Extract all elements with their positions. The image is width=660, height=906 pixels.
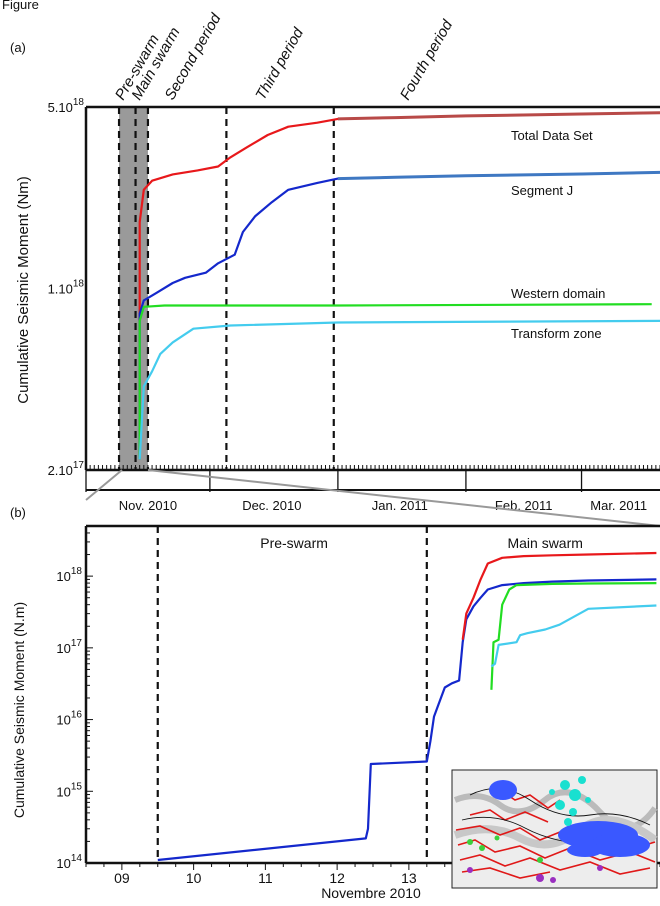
series-line-late-segment-j — [337, 170, 660, 181]
panel-b-ylabel: Cumulative Seismic Moment (N.m) — [11, 602, 27, 818]
panel-a-series — [138, 111, 660, 460]
series-line-transform-zone — [138, 319, 660, 460]
panel-b-y-ticks: 1014 1015 1016 1017 1018 — [56, 566, 82, 871]
series-label: Total Data Set — [511, 128, 593, 143]
series-line — [461, 551, 657, 640]
series-line-western-domain — [138, 303, 652, 460]
series-label: Transform zone — [511, 326, 602, 341]
period-label: Main swarm — [507, 535, 582, 551]
y-tick-label: 1018 — [56, 566, 82, 584]
series-label: Segment J — [511, 183, 573, 198]
y-tick-label: 1017 — [56, 638, 82, 656]
x-tick-label: Mar. 2011 — [590, 498, 647, 513]
period-label: Pre-swarm — [260, 535, 328, 551]
panel-b: (b) Cumulative Seismic Moment (N.m) Nove… — [10, 505, 660, 901]
y-tick-label: 1016 — [56, 710, 82, 728]
panel-a: (a) Cumulative Seismic Moment (Nm) 5.101… — [10, 10, 660, 513]
y-tick-label: 2.1017 — [48, 460, 85, 478]
x-tick-label: Jan. 2011 — [372, 498, 428, 513]
x-tick-label: 09 — [114, 870, 130, 886]
panel-a-y-ticks: 5.1018 1.1018 2.1017 — [48, 97, 85, 478]
period-label: Third period — [252, 25, 307, 103]
zoom-connector — [85, 469, 660, 527]
y-tick-label: 5.1018 — [48, 97, 85, 115]
period-label: Second period — [161, 10, 224, 103]
x-tick-label: 13 — [401, 870, 417, 886]
y-tick-label: 1014 — [56, 853, 82, 871]
y-tick-label: 1.1018 — [48, 279, 85, 297]
panel-a-swarm-shade — [119, 107, 148, 470]
series-line — [490, 604, 657, 668]
panel-b-series — [157, 551, 657, 862]
panel-a-frame — [84, 105, 660, 492]
x-tick-label: Nov. 2010 — [119, 498, 177, 513]
series-line-late-total-data-set — [337, 111, 660, 121]
period-label: Fourth period — [397, 17, 457, 103]
series-label: Western domain — [511, 286, 605, 301]
panel-a-period-lines — [117, 107, 335, 470]
panel-a-x-ticks: Nov. 2010 Dec. 2010 Jan. 2011 Feb. 2011 Mar.… — [119, 498, 647, 513]
x-tick-label: 12 — [329, 870, 345, 886]
series-line-segment-j — [138, 171, 660, 460]
panel-b-period-labels: Pre-swarm Main swarm — [260, 535, 583, 551]
series-line — [490, 582, 657, 690]
figure-label: Figure — [2, 0, 39, 12]
y-tick-label: 1015 — [56, 781, 82, 799]
panel-a-series-labels: Total Data Set Segment J Western domain Tra… — [511, 128, 605, 341]
panel-b-period-lines — [156, 526, 428, 863]
x-tick-label: 11 — [258, 870, 273, 886]
panel-a-ylabel: Cumulative Seismic Moment (Nm) — [15, 176, 32, 404]
series-line — [157, 578, 657, 862]
panel-b-label: (b) — [10, 505, 26, 520]
x-tick-label: 10 — [186, 870, 202, 886]
panel-b-xlabel: Novembre 2010 — [321, 885, 421, 901]
inset-seismicity-map — [451, 769, 658, 889]
x-tick-label: Dec. 2010 — [242, 498, 301, 513]
panel-a-label: (a) — [10, 40, 26, 55]
